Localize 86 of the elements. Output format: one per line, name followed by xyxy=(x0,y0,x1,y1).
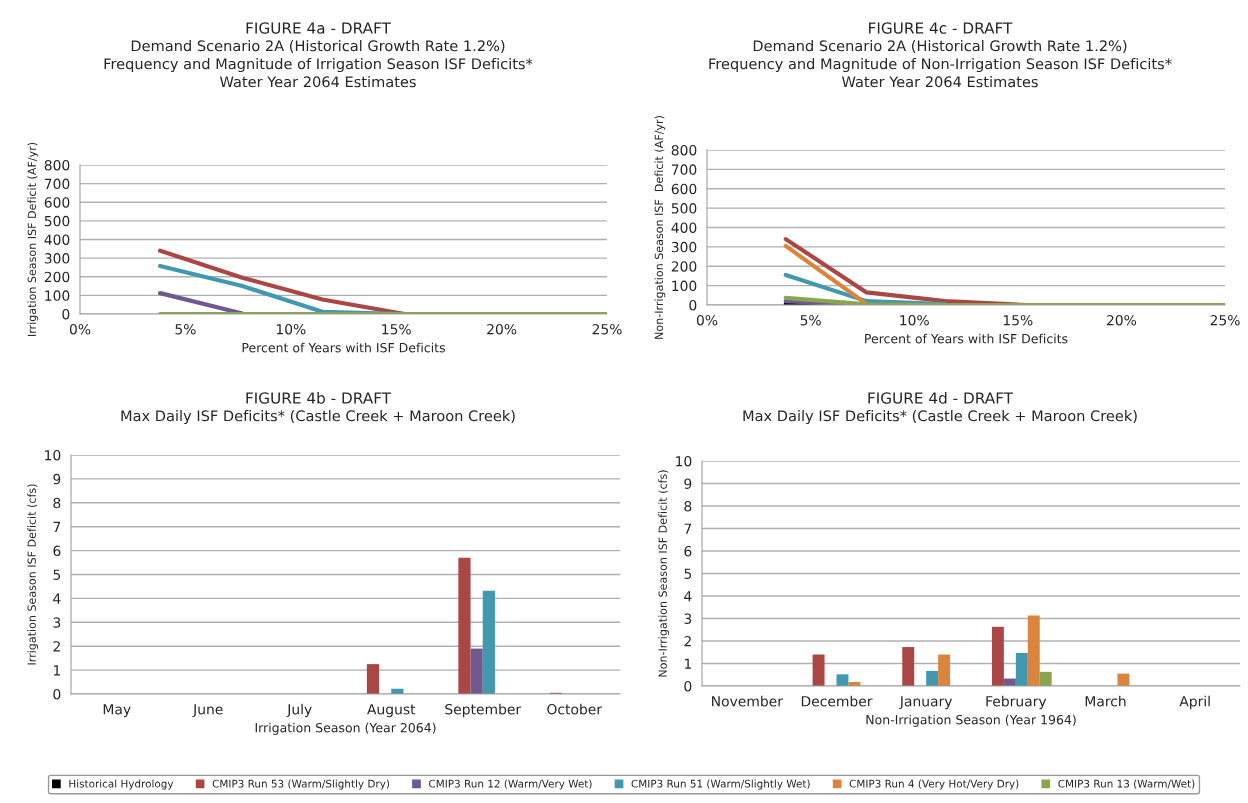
x-axis-title: Non-Irrigation Season (Year 1964) xyxy=(866,714,1076,727)
y-tick-label: 5 xyxy=(53,569,61,580)
y-tick-label: 400 xyxy=(671,222,697,233)
y-axis-title: Non-Irrigation Season ISF Deficit (cfs) xyxy=(658,470,670,677)
x-tick-label: 5% xyxy=(175,323,196,335)
y-tick-label: 300 xyxy=(671,241,697,253)
legend-label: CMIP3 Run 51 (Warm/Slightly Wet) xyxy=(631,779,810,790)
y-tick-label: 0 xyxy=(684,680,692,692)
y-tick-label: 6 xyxy=(684,545,692,557)
y-tick-label: 7 xyxy=(53,521,61,532)
x-tick-label: 20% xyxy=(1106,314,1137,326)
chart-title: FIGURE 4c - DRAFT xyxy=(869,22,1013,34)
y-tick-label: 800 xyxy=(671,144,697,156)
chart-subtitle: Max Daily ISF Deficits* (Castle Creek + Maroon Creek) xyxy=(743,410,1137,425)
chart-title: FIGURE 4d - DRAFT xyxy=(868,392,1014,404)
y-tick-label: 2 xyxy=(684,635,691,647)
y-tick-label: 3 xyxy=(53,617,61,628)
x-tick-label: September xyxy=(445,703,522,718)
y-tick-label: 400 xyxy=(44,234,70,245)
y-tick-label: 700 xyxy=(44,178,70,190)
x-tick-label: February xyxy=(986,695,1047,710)
x-tick-label: 0% xyxy=(696,314,718,326)
y-tick-label: 600 xyxy=(44,197,70,208)
y-tick-label: 7 xyxy=(684,523,692,534)
chart-subtitle: Demand Scenario 2A (Historical Growth Rate 1.2%) Frequency and Magnitude of Irrigation Season ISF Deficits* Water Year 2064 Estimates xyxy=(104,40,533,88)
y-axis-title: Non-Irrigation Season ISF Deficit (AF/yr) xyxy=(654,116,666,339)
x-tick-label: March xyxy=(1085,695,1126,707)
legend-label: CMIP3 Run 53 (Warm/Slightly Dry) xyxy=(212,779,390,790)
y-tick-label: 100 xyxy=(672,280,697,292)
y-tick-label: 0 xyxy=(62,308,70,320)
y-tick-label: 500 xyxy=(44,215,70,227)
y-tick-label: 800 xyxy=(44,159,70,171)
chart-title: FIGURE 4a - DRAFT xyxy=(246,22,391,34)
y-tick-label: 600 xyxy=(671,183,697,195)
x-tick-label: April xyxy=(1179,695,1210,710)
y-axis-title: Irrigation Season ISF Deficit (cfs) xyxy=(27,484,39,665)
y-tick-label: 0 xyxy=(53,688,61,700)
y-tick-label: 300 xyxy=(44,253,70,264)
x-tick-label: 25% xyxy=(1210,314,1240,326)
x-axis-title: Percent of Years with ISF Deficits xyxy=(865,333,1068,344)
y-tick-label: 500 xyxy=(671,203,697,214)
x-tick-label: 15% xyxy=(382,323,411,335)
y-tick-label: 10 xyxy=(676,455,692,467)
y-tick-label: 2 xyxy=(53,641,60,652)
x-tick-label: 20% xyxy=(487,323,517,335)
y-tick-label: 4 xyxy=(684,591,692,602)
legend-label: Historical Hydrology xyxy=(69,779,174,790)
x-tick-label: October xyxy=(547,703,603,715)
y-tick-label: 3 xyxy=(684,613,692,624)
x-tick-label: 5% xyxy=(800,314,821,326)
x-tick-label: November xyxy=(712,695,783,707)
y-tick-label: 1 xyxy=(53,665,60,676)
x-tick-label: 15% xyxy=(1003,314,1033,326)
y-tick-label: 10 xyxy=(45,449,61,461)
chart-subtitle: Max Daily ISF Deficits* (Castle Creek + Maroon Creek) xyxy=(121,410,515,425)
chart-title: FIGURE 4b - DRAFT xyxy=(246,392,392,404)
x-axis-title: Percent of Years with ISF Deficits xyxy=(242,342,445,353)
y-tick-label: 100 xyxy=(45,290,70,301)
y-tick-label: 4 xyxy=(53,593,61,604)
x-tick-label: December xyxy=(801,695,873,707)
x-tick-label: 10% xyxy=(276,323,306,335)
y-tick-label: 9 xyxy=(684,478,692,489)
y-tick-label: 700 xyxy=(671,164,697,175)
x-tick-label: August xyxy=(367,704,416,718)
y-tick-label: 5 xyxy=(684,568,692,579)
y-axis-title: Irrigation Season ISF Deficit (AF/yr) xyxy=(27,142,39,336)
legend-label: CMIP3 Run 13 (Warm/Wet) xyxy=(1058,779,1195,789)
x-tick-label: July xyxy=(286,703,312,718)
y-tick-label: 200 xyxy=(671,261,697,272)
legend-label: CMIP3 Run 12 (Warm/Very Wet) xyxy=(429,779,592,790)
y-tick-label: 8 xyxy=(53,497,61,509)
x-tick-label: 10% xyxy=(900,314,929,326)
y-tick-label: 8 xyxy=(684,500,692,512)
x-tick-label: 25% xyxy=(592,323,622,335)
y-tick-label: 200 xyxy=(44,271,70,283)
y-tick-label: 0 xyxy=(689,299,697,311)
x-tick-label: January xyxy=(899,696,953,710)
chart-subtitle: Demand Scenario 2A (Historical Growth Rate 1.2%) Frequency and Magnitude of Non-Irrigation Season ISF Deficits* Water Year 2064 Estimates xyxy=(709,40,1172,88)
y-tick-label: 1 xyxy=(684,658,691,669)
x-tick-label: June xyxy=(192,704,223,718)
y-tick-label: 9 xyxy=(53,473,61,485)
x-tick-label: May xyxy=(103,704,131,718)
legend-label: CMIP3 Run 4 (Very Hot/Very Dry) xyxy=(849,779,1019,790)
x-tick-label: 0% xyxy=(69,323,91,335)
y-tick-label: 6 xyxy=(53,545,61,557)
x-axis-title: Irrigation Season (Year 2064) xyxy=(255,722,436,735)
